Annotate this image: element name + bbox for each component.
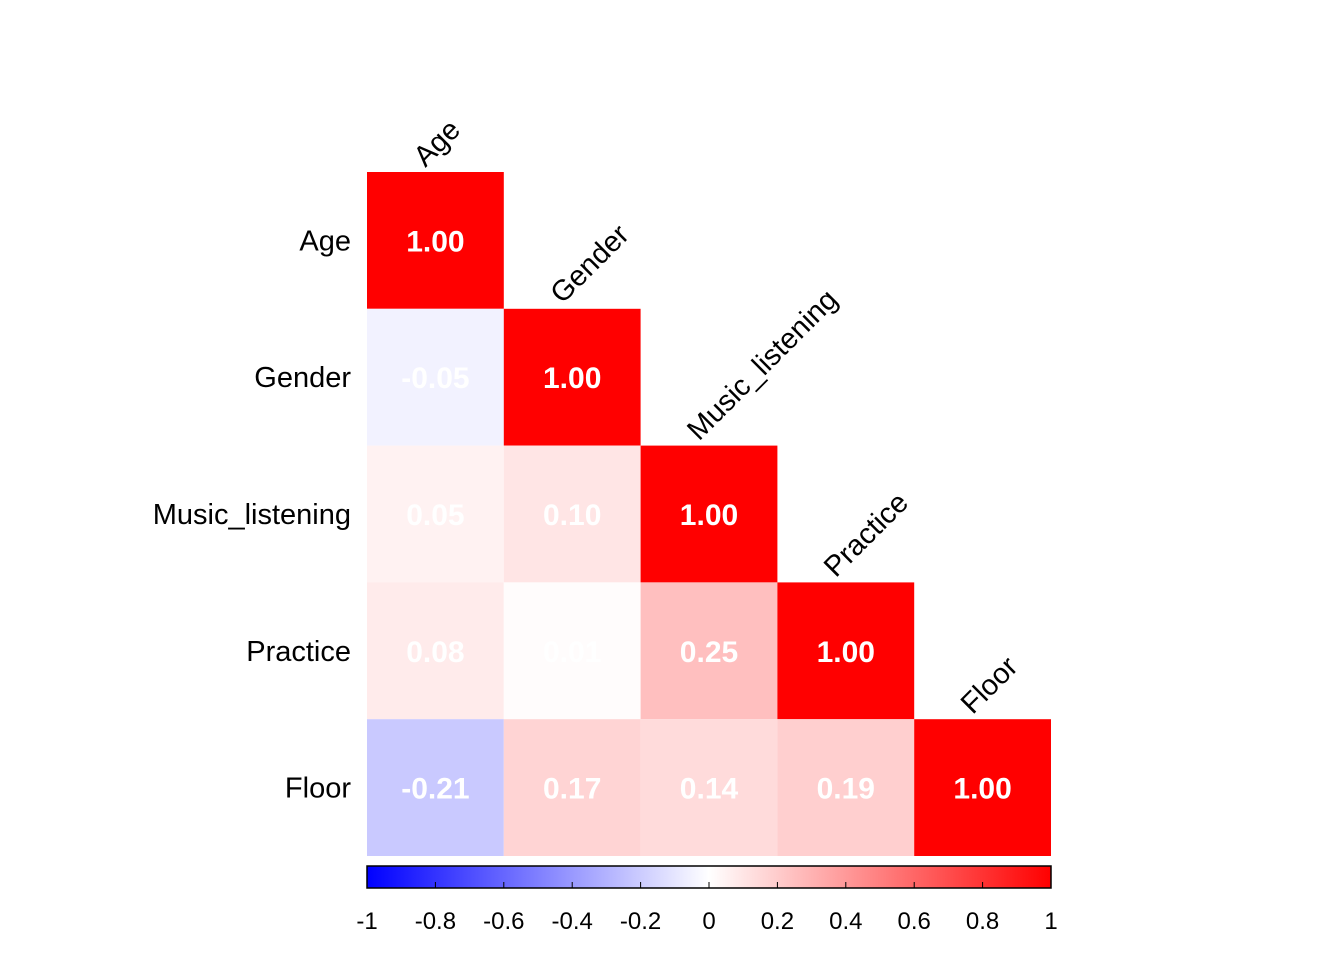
column-label-Music_listening: Music_listening — [681, 284, 844, 447]
cell-Floor-Gender — [503, 719, 641, 856]
column-label-Floor: Floor — [955, 651, 1025, 721]
cell-value-Floor-Floor: 1.00 — [953, 773, 1011, 806]
cell-value-Music_listening-Gender: 0.10 — [543, 499, 601, 532]
cell-Music_listening-Music_listening — [640, 445, 778, 583]
heatmap-cells — [367, 172, 1051, 856]
colorbar-tick-label-0.2: 0.2 — [761, 908, 794, 935]
cell-value-Music_listening-Age: 0.05 — [406, 499, 464, 532]
colorbar-tick-label--0.2: -0.2 — [620, 908, 661, 935]
cell-Music_listening-Gender — [503, 445, 641, 583]
row-label-Gender: Gender — [254, 362, 351, 394]
cell-value-Practice-Practice: 1.00 — [817, 636, 875, 669]
colorbar-tick-label--1: -1 — [356, 908, 377, 935]
colorbar-tick-label--0.4: -0.4 — [552, 908, 593, 935]
row-label-Practice: Practice — [246, 636, 351, 668]
cell-value-labels: 1.00 -0.05 1.00 0.05 0.10 1.00 0.08 0.01 0.25 1.0… — [401, 225, 1012, 805]
cell-value-Age-Age: 1.00 — [406, 225, 464, 258]
row-label-Age: Age — [299, 225, 351, 257]
column-label-Age: Age — [408, 114, 467, 173]
row-label-Floor: Floor — [285, 773, 351, 805]
cell-value-Floor-Practice: 0.19 — [817, 773, 875, 806]
cell-value-Practice-Music_listening: 0.25 — [680, 636, 738, 669]
cell-Practice-Gender — [503, 582, 641, 720]
colorbar-tick-label--0.8: -0.8 — [415, 908, 456, 935]
colorbar-tick-label--0.6: -0.6 — [483, 908, 524, 935]
column-label-Gender: Gender — [545, 218, 636, 309]
row-label-Music_listening: Music_listening — [153, 499, 351, 531]
colorbar-tick-label-0.4: 0.4 — [829, 908, 862, 935]
cell-Practice-Age — [367, 582, 504, 720]
cell-Gender-Age — [367, 308, 504, 446]
cell-value-Floor-Music_listening: 0.14 — [680, 773, 739, 806]
colorbar: -1 -0.8 -0.6 -0.4 -0.2 0 0.2 0.4 0.6 0.8 1 — [356, 865, 1058, 935]
cell-value-Practice-Gender: 0.01 — [543, 636, 601, 669]
cell-value-Gender-Gender: 1.00 — [543, 362, 601, 395]
cell-Floor-Floor — [914, 719, 1051, 856]
row-labels: Age Gender Music_listening Practice Floor — [153, 225, 352, 804]
cell-value-Music_listening-Music_listening: 1.00 — [680, 499, 738, 532]
cell-Floor-Age — [367, 719, 504, 856]
cell-value-Floor-Gender: 0.17 — [543, 773, 601, 806]
cell-Practice-Practice — [777, 582, 915, 720]
cell-value-Floor-Age: -0.21 — [401, 773, 469, 806]
colorbar-tick-label-1: 1 — [1044, 908, 1057, 935]
cell-Music_listening-Age — [367, 445, 504, 583]
cell-Practice-Music_listening — [640, 582, 778, 720]
colorbar-tick-label-0.8: 0.8 — [966, 908, 999, 935]
cell-value-Practice-Age: 0.08 — [406, 636, 464, 669]
cell-value-Gender-Age: -0.05 — [401, 362, 469, 395]
colorbar-tick-label-0.6: 0.6 — [898, 908, 931, 935]
colorbar-tick-label-0: 0 — [702, 908, 715, 935]
cell-Age-Age — [367, 172, 504, 309]
cell-Floor-Music_listening — [640, 719, 778, 856]
cell-Gender-Gender — [503, 308, 641, 446]
column-label-Practice: Practice — [818, 487, 915, 584]
cell-Floor-Practice — [777, 719, 915, 856]
